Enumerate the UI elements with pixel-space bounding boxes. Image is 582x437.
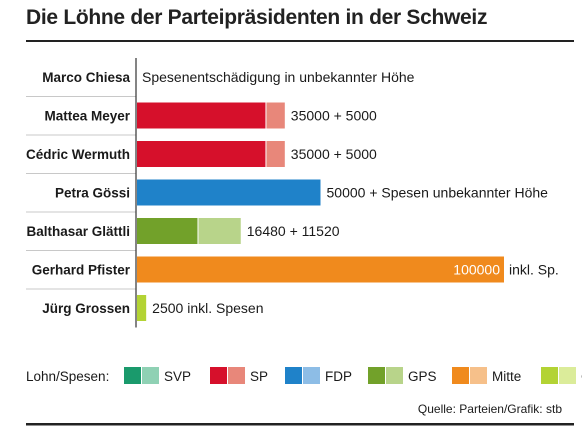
- data-label: 35000 + 5000: [291, 146, 377, 162]
- bar-spesen: [266, 102, 285, 129]
- legend-swatch-spesen: [470, 367, 487, 384]
- legend-label: SP: [250, 369, 268, 384]
- legend-swatch-lohn: [285, 367, 302, 384]
- bar-lohn: [137, 295, 147, 321]
- legend-swatch-spesen: [559, 367, 576, 384]
- category-label: Marco Chiesa: [42, 70, 130, 85]
- category-label: Balthasar Glättli: [26, 224, 130, 239]
- legend-swatch-spesen: [386, 367, 403, 384]
- bar-lohn: [137, 218, 198, 244]
- category-label: Petra Gössi: [55, 186, 130, 201]
- data-label: Spesenentschädigung in unbekannter Höhe: [142, 69, 415, 85]
- legend-title: Lohn/Spesen:: [26, 369, 109, 384]
- chart-title: Die Löhne der Parteipräsidenten in der S…: [26, 6, 488, 29]
- bar-lohn: [137, 256, 504, 283]
- data-label: 2500 inkl. Spesen: [152, 300, 263, 316]
- legend-swatch-lohn: [452, 367, 469, 384]
- legend-label: GPS: [408, 369, 437, 384]
- bar-spesen: [266, 141, 285, 167]
- bar-lohn: [137, 141, 266, 167]
- category-label: Mattea Meyer: [44, 109, 130, 124]
- bar-lohn: [137, 179, 321, 206]
- legend-swatch-lohn: [210, 367, 227, 384]
- bottom-rule: [26, 423, 574, 426]
- source-note: Quelle: Parteien/Grafik: stb: [418, 402, 562, 416]
- data-label: 50000 + Spesen unbekannter Höhe: [327, 185, 549, 201]
- legend-swatch-lohn: [124, 367, 141, 384]
- category-label: Jürg Grossen: [42, 301, 130, 316]
- bar-lohn: [137, 102, 266, 129]
- data-label-suffix: inkl. Sp.: [509, 262, 559, 278]
- legend-swatch-spesen: [303, 367, 320, 384]
- legend-swatch-spesen: [142, 367, 159, 384]
- legend-swatch-lohn: [368, 367, 385, 384]
- category-label: Cédric Wermuth: [26, 147, 130, 162]
- bar-spesen: [198, 218, 241, 244]
- legend-swatch-spesen: [228, 367, 245, 384]
- data-label: 35000 + 5000: [291, 108, 377, 124]
- legend-label: Mitte: [492, 369, 521, 384]
- legend-label: SVP: [164, 369, 191, 384]
- data-label: 100000: [453, 262, 500, 278]
- data-label: 16480 + 11520: [247, 223, 340, 239]
- category-label: Gerhard Pfister: [32, 263, 131, 278]
- title-rule: [26, 40, 574, 42]
- legend-swatch-lohn: [541, 367, 558, 384]
- legend-label: FDP: [325, 369, 352, 384]
